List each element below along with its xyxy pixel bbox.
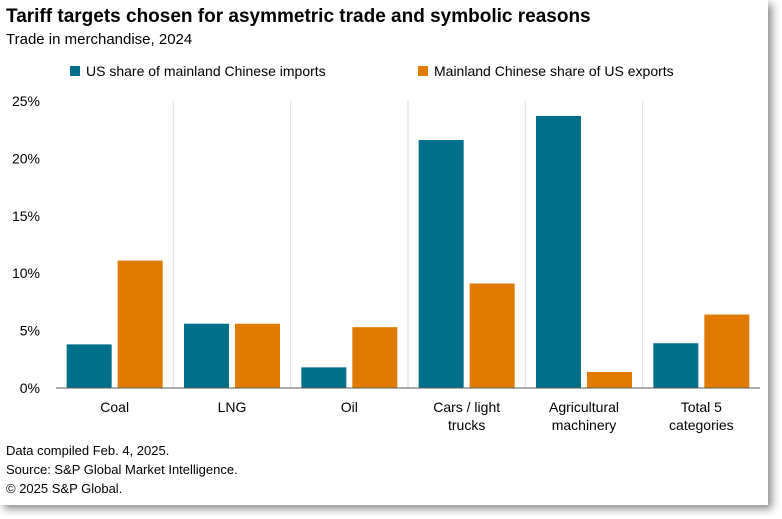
bar-imports: [418, 140, 464, 388]
x-tick-label: Coal: [100, 399, 129, 415]
footer: Data compiled Feb. 4, 2025. Source: S&P …: [6, 441, 238, 498]
bar-exports: [469, 283, 515, 388]
footer-copyright: © 2025 S&P Global.: [6, 481, 123, 496]
bar-imports: [536, 115, 581, 388]
bar-imports: [301, 367, 347, 388]
bar-exports: [704, 314, 750, 388]
legend-label-exports: Mainland Chinese share of US exports: [434, 63, 674, 79]
bar-exports: [352, 327, 398, 388]
bar-exports: [117, 260, 163, 388]
bar-chart-plot: 0% 5% 10% 15% 20% 25% Coal LNG Oil Cars / light tr…: [12, 93, 760, 433]
legend-item-exports: Mainland Chinese share of US exports: [418, 63, 674, 79]
x-tick-label: LNG: [218, 399, 247, 415]
footer-source: Source: S&P Global Market Intelligence.: [6, 462, 238, 477]
bar-imports: [653, 343, 699, 388]
y-tick-label: 5%: [20, 323, 40, 339]
y-tick-label: 20%: [12, 150, 40, 166]
legend-swatch-imports: [70, 66, 80, 76]
x-tick-label: Agricultural machinery: [549, 399, 619, 433]
bar-exports: [235, 323, 280, 388]
chart-card: Tariff targets chosen for asymmetric tra…: [6, 6, 760, 498]
y-tick-label: 0%: [20, 380, 40, 396]
legend-label-imports: US share of mainland Chinese imports: [86, 63, 326, 79]
x-tick-label: Oil: [341, 399, 358, 415]
chart-subtitle: Trade in merchandise, 2024: [6, 31, 193, 48]
y-tick-label: 10%: [12, 265, 40, 281]
y-tick-label: 25%: [12, 93, 40, 109]
legend-item-imports: US share of mainland Chinese imports: [70, 63, 326, 79]
bar-exports: [587, 371, 632, 388]
y-tick-label: 15%: [12, 208, 40, 224]
bar-imports: [66, 344, 112, 388]
x-tick-label: Cars / light trucks: [433, 399, 500, 433]
x-tick-label: Total 5 categories: [669, 399, 734, 433]
footer-compiled-date: Data compiled Feb. 4, 2025.: [6, 443, 170, 458]
chart-title: Tariff targets chosen for asymmetric tra…: [6, 6, 591, 27]
legend-swatch-exports: [418, 66, 428, 76]
bar-imports: [184, 323, 229, 388]
